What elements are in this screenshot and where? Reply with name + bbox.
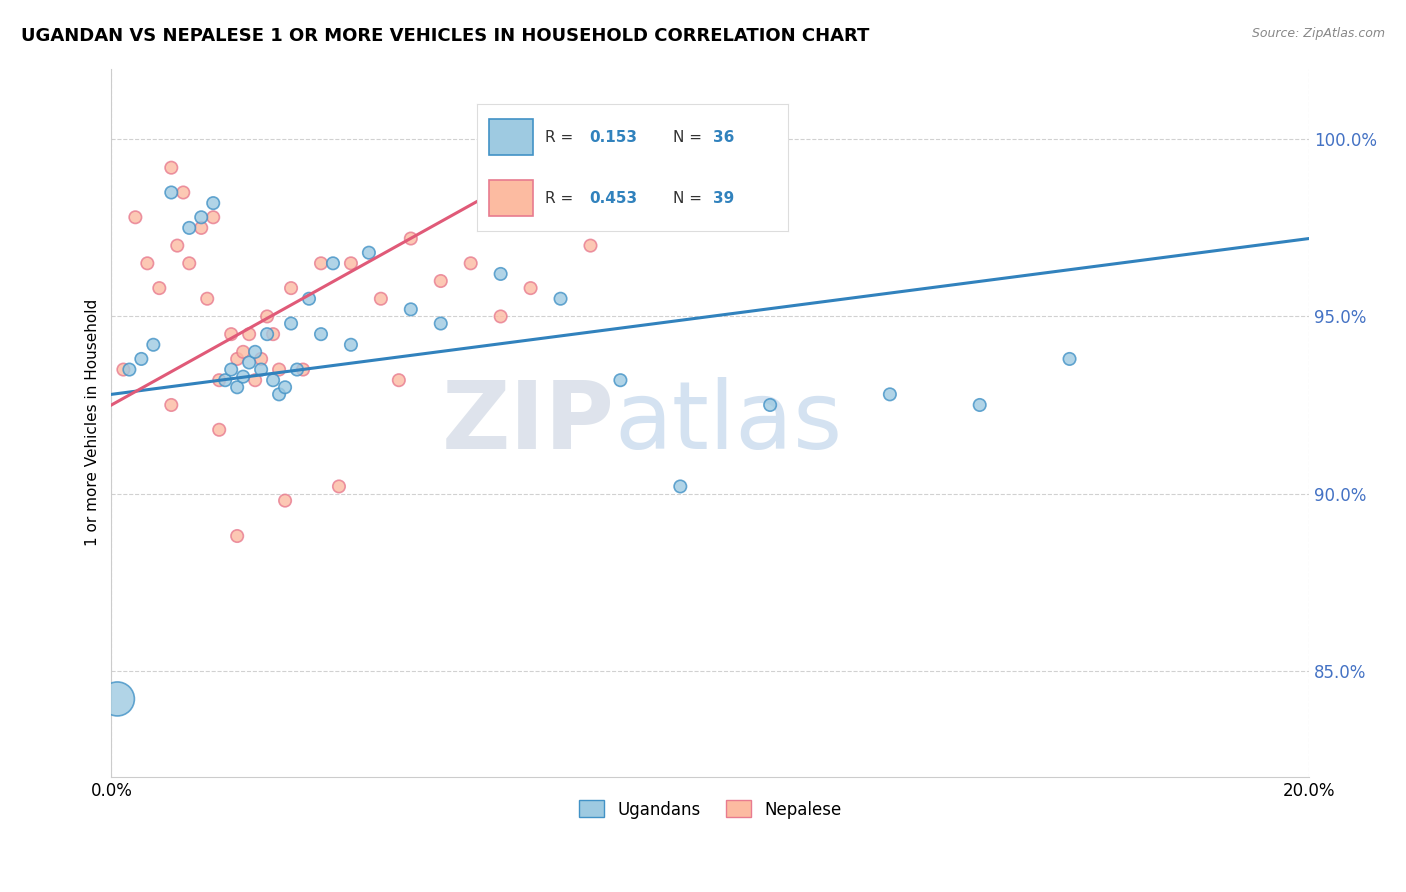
Point	[550, 292, 572, 306]
Point	[256, 310, 278, 324]
Point	[322, 256, 344, 270]
Point	[250, 362, 273, 376]
Point	[256, 327, 278, 342]
Point	[232, 369, 254, 384]
Point	[112, 362, 135, 376]
Text: UGANDAN VS NEPALESE 1 OR MORE VEHICLES IN HOUSEHOLD CORRELATION CHART: UGANDAN VS NEPALESE 1 OR MORE VEHICLES I…	[21, 27, 869, 45]
Point	[243, 344, 266, 359]
Point	[429, 274, 451, 288]
Point	[609, 373, 631, 387]
Point	[190, 211, 212, 225]
Point	[280, 281, 302, 295]
Point	[190, 220, 212, 235]
Y-axis label: 1 or more Vehicles in Household: 1 or more Vehicles in Household	[86, 299, 100, 546]
Point	[105, 692, 128, 706]
Point	[226, 529, 249, 543]
Point	[969, 398, 991, 412]
Point	[160, 398, 183, 412]
Point	[243, 373, 266, 387]
Point	[489, 310, 512, 324]
Point	[219, 362, 242, 376]
Point	[370, 292, 392, 306]
Point	[262, 373, 284, 387]
Point	[160, 186, 183, 200]
Point	[202, 196, 225, 211]
Point	[340, 256, 363, 270]
Point	[124, 211, 146, 225]
Point	[172, 186, 194, 200]
Point	[166, 238, 188, 252]
Point	[519, 281, 541, 295]
Point	[274, 380, 297, 394]
Point	[274, 493, 297, 508]
Point	[1059, 351, 1081, 366]
Point	[219, 327, 242, 342]
Point	[214, 373, 236, 387]
Point	[238, 327, 260, 342]
Point	[399, 302, 422, 317]
Point	[879, 387, 901, 401]
Point	[489, 267, 512, 281]
Text: Source: ZipAtlas.com: Source: ZipAtlas.com	[1251, 27, 1385, 40]
Point	[208, 423, 231, 437]
Point	[340, 338, 363, 352]
Point	[759, 398, 782, 412]
Point	[460, 256, 482, 270]
Point	[202, 211, 225, 225]
Point	[179, 220, 201, 235]
Point	[285, 362, 308, 376]
Point	[208, 373, 231, 387]
Point	[292, 362, 315, 376]
Point	[309, 327, 332, 342]
Point	[118, 362, 141, 376]
Point	[357, 245, 380, 260]
Point	[669, 479, 692, 493]
Point	[280, 317, 302, 331]
Point	[142, 338, 165, 352]
Point	[309, 256, 332, 270]
Point	[232, 344, 254, 359]
Point	[328, 479, 350, 493]
Point	[131, 351, 153, 366]
Point	[579, 238, 602, 252]
Point	[195, 292, 218, 306]
Point	[238, 355, 260, 369]
Point	[550, 211, 572, 225]
Point	[262, 327, 284, 342]
Point	[136, 256, 159, 270]
Point	[160, 161, 183, 175]
Point	[179, 256, 201, 270]
Point	[267, 387, 290, 401]
Text: atlas: atlas	[614, 376, 842, 468]
Point	[226, 380, 249, 394]
Text: ZIP: ZIP	[441, 376, 614, 468]
Point	[148, 281, 170, 295]
Point	[250, 351, 273, 366]
Point	[267, 362, 290, 376]
Legend: Ugandans, Nepalese: Ugandans, Nepalese	[572, 794, 848, 825]
Point	[298, 292, 321, 306]
Point	[399, 231, 422, 245]
Point	[226, 351, 249, 366]
Point	[429, 317, 451, 331]
Point	[388, 373, 411, 387]
